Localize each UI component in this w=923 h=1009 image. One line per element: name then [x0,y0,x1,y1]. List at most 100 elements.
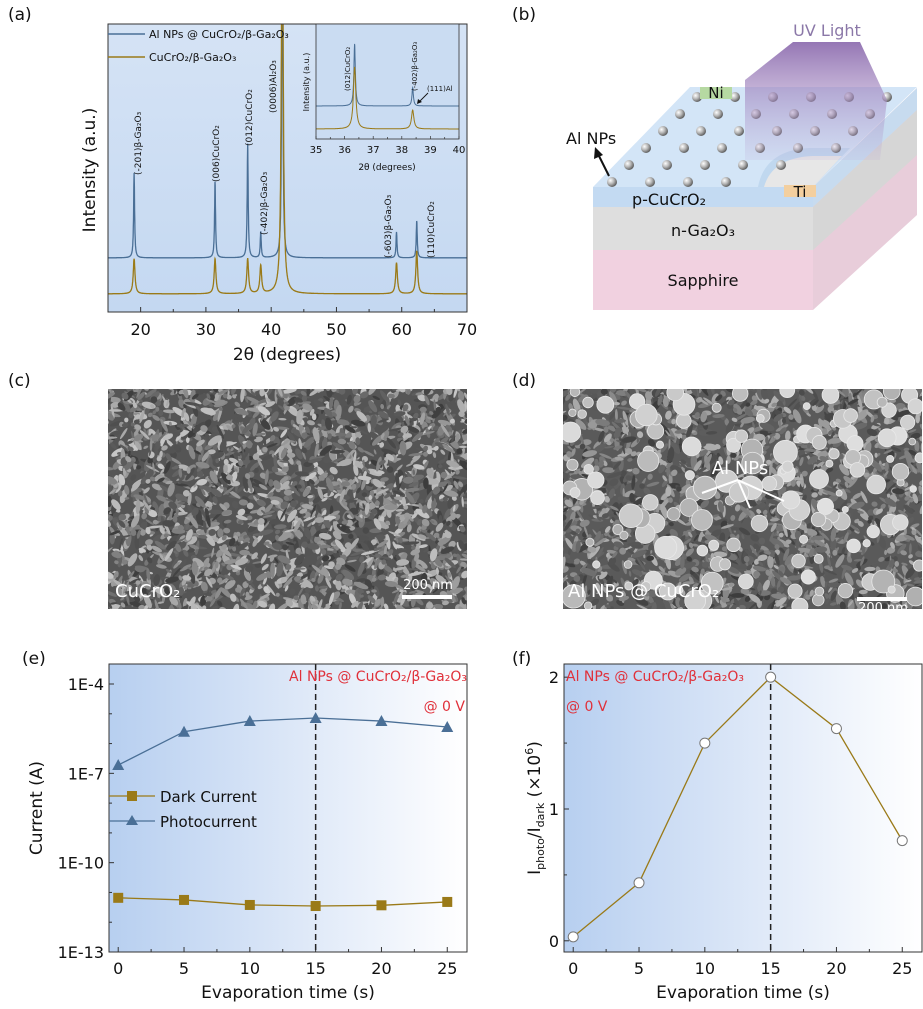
sem-grain [335,424,343,434]
panel-label-d: (d) [512,371,536,391]
inset-ylabel: Intensity (a.u.) [302,53,311,112]
sem-grain [102,573,107,580]
sem-grain [397,399,402,407]
sem-grain [111,447,124,457]
sem-grain [284,529,296,533]
sem-grain [588,546,597,553]
sem-grain [579,499,585,505]
sem-grain [456,448,463,455]
sem-grain [758,560,764,567]
al-nanoparticle [717,143,727,153]
sem-grain [285,541,295,546]
sem-grain [248,534,254,544]
sem-grain [442,600,449,606]
sem-grain [373,449,377,455]
sem-grain [350,419,366,427]
sem-grain [321,497,328,502]
sem-grain [728,582,734,587]
sem-grain [370,414,377,429]
sem-grain [651,602,657,609]
sem-grain [335,392,344,400]
uv-light-label: UV Light [793,21,861,40]
sem-grain [311,603,320,609]
sem-grain [744,569,752,575]
sem-grain [609,478,619,487]
sem-grain [173,389,178,392]
sem-grain [118,473,126,486]
sem-grain [252,453,260,460]
sem-grain [890,599,897,609]
sem-grain [746,564,753,571]
sem-grain [827,454,832,461]
sem-grain [667,446,675,462]
sem-grain [455,469,460,475]
sem-grain [401,484,405,489]
ni-electrode [700,87,732,99]
sem-grain [383,565,393,573]
sem-grain [385,520,390,526]
sem-grain [769,435,774,443]
sem-grain [184,401,200,406]
sem-grain [896,402,906,410]
sem-grain [880,503,886,510]
sem-grain [839,601,846,609]
sem-grain [566,451,573,458]
sem-grain [815,546,828,553]
sem-grain [246,436,257,441]
sem-grain [138,547,146,553]
sem-grain [317,574,324,584]
scale-bar [402,595,452,599]
sem-grain [904,495,910,501]
sem-grain [119,444,128,451]
sem-grain [608,557,617,566]
sem-grain [355,431,362,438]
al-nanoparticle [700,160,710,170]
sem-grain [148,591,155,600]
sem-grain [344,542,352,549]
sem-grain [405,462,414,467]
sem-grain [749,593,761,604]
sem-grain [913,579,922,584]
sem-grain [261,509,266,514]
sem-grain [234,411,238,428]
sem-grain [143,487,150,494]
sem-grain [223,458,229,466]
sem-grain [362,527,370,534]
sem-grain [844,481,849,489]
sem-grain [419,406,427,413]
sem-grain [344,564,356,572]
sem-grain [783,548,790,561]
sem-grain [626,469,633,472]
sem-grain [413,464,425,470]
sem-grain [563,574,568,585]
sem-grain [249,389,265,390]
sem-grain [393,544,405,550]
sem-grain [142,580,151,590]
sem-grain [359,594,364,598]
sem-grain [805,448,817,452]
sem-grain [261,453,275,461]
sem-grain [163,533,169,538]
sem-grain [152,534,163,543]
sem-grain [147,509,158,518]
sem-grain [632,467,640,475]
sem-grain [632,497,646,507]
al-nanoparticle [692,92,702,102]
sem-grain [621,426,627,431]
sem-grain [739,604,746,609]
sem-grain [458,539,465,551]
sem-grain [604,525,611,533]
sem-grain [381,556,392,560]
sem-grain [294,575,302,581]
peak-label: (0006)Al₂O₃ [269,60,279,113]
sem-grain [752,421,755,430]
sem-grain [745,402,751,407]
sem-grain [155,564,167,569]
sem-grain [329,525,333,533]
sem-grain [461,452,467,460]
sem-grain [703,397,714,406]
sem-grain [325,477,334,492]
sem-grain [406,389,411,395]
sem-grain [234,401,241,407]
sem-grain [453,389,458,398]
